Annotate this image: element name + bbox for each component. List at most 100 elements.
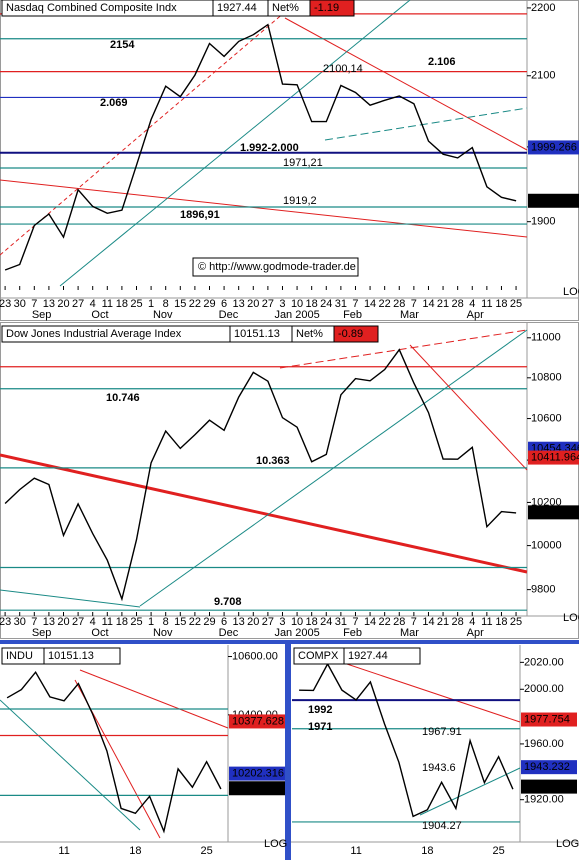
price-label: 1999.266 [531,141,577,153]
month-label: Feb [343,627,362,639]
x-tick-label: 1 [148,298,154,310]
x-tick-label: 27 [72,298,84,310]
month-label: Mar [400,627,419,639]
header-last: 10151.13 [48,650,94,662]
y-tick-label: 2200 [531,2,555,14]
price-label-box [521,760,577,775]
x-tick-label: 11 [350,845,361,857]
x-tick-label: 6 [221,298,227,310]
price-label: 10202.316 [232,768,284,780]
scale-label: LOG [556,838,579,850]
header-net-label: Net% [296,328,323,340]
header-net: -1.19 [314,2,339,14]
y-tick-label: 2100 [531,70,555,82]
x-tick-label: 11 [481,298,492,310]
price-label-box [528,193,579,208]
x-tick-label: 22 [189,616,201,628]
x-tick-label: 8 [163,298,169,310]
x-tick-label: 7 [352,298,358,310]
x-tick-label: 4 [90,616,96,628]
x-tick-label: 3 [279,616,285,628]
header-box [309,0,355,17]
header-box [343,647,421,665]
x-tick-label: 20 [247,298,259,310]
month-label: Mar [400,309,419,321]
x-tick-label: 25 [510,616,522,628]
x-tick-label: 23 [0,616,11,628]
price-label: 10153.65 [531,506,577,518]
price-label-box [521,779,577,794]
annotation: 1971,21 [283,157,323,169]
x-tick-label: 18 [495,616,507,628]
price-line [4,348,517,602]
x-tick-label: 30 [14,298,26,310]
price-label-box [229,766,285,781]
header-last: 10151.13 [234,328,280,340]
annotation: 9.708 [214,596,242,608]
header-box [43,647,121,665]
x-tick-label: 8 [163,616,169,628]
x-tick-label: 13 [233,298,245,310]
annotation: 10.746 [106,392,140,404]
x-tick-label: 15 [174,616,186,628]
x-tick-label: 29 [203,298,215,310]
price-label: 1927.44 [531,195,571,207]
price-label: 10377.628 [232,715,284,727]
trend-line [0,699,141,831]
y-tick-label: 2020.00 [524,656,564,668]
month-label: Dec [219,309,239,321]
trend-line [319,654,521,723]
price-label-box [229,714,285,729]
x-tick-label: 10 [291,298,303,310]
y-tick-label: 10600.00 [232,650,278,662]
trend-line [79,669,229,729]
annotation: 2.069 [100,97,128,109]
annotation: 1967.91 [422,726,462,738]
x-tick-label: 23 [0,298,11,310]
x-tick-label: 4 [90,298,96,310]
x-tick-label: 1 [148,616,154,628]
x-tick-label: 10 [291,616,303,628]
trend-line [284,17,528,151]
x-tick-label: 18 [495,298,507,310]
x-tick-label: 25 [130,298,142,310]
month-label: Jan 2005 [274,309,319,321]
watermark: © http://www.godmode-trader.de [198,261,356,273]
x-tick-label: 13 [233,616,245,628]
price-label: 1929.31 [524,781,564,793]
x-tick-label: 14 [364,298,376,310]
header-title: COMPX [298,650,339,662]
y-tick-label: 2000.00 [524,683,564,695]
y-tick-label: 1900 [531,216,555,228]
x-tick-label: 25 [493,845,505,857]
x-tick-label: 25 [201,845,213,857]
scale-label: LOG [264,838,287,850]
x-tick-label: 4 [469,616,475,628]
annotation: 1943.6 [422,762,456,774]
month-label: Apr [467,309,484,321]
header-title: INDU [6,650,33,662]
price-label-box [528,505,579,520]
x-tick-label: 4 [469,298,475,310]
x-tick-label: 30 [14,616,26,628]
month-label: Dec [219,627,239,639]
price-line [6,670,222,834]
x-tick-label: 13 [43,616,55,628]
header-net: -0.89 [338,328,363,340]
trend-line [0,179,528,238]
x-tick-label: 7 [31,616,37,628]
price-label: 10411.964 [531,451,579,463]
trend-line [279,329,528,369]
separator [285,640,291,860]
x-tick-label: 18 [116,298,128,310]
trend-line [324,107,528,141]
annotation: 1904.27 [422,820,462,832]
x-tick-label: 20 [57,298,69,310]
annotation: 10.363 [256,455,290,467]
scale-label: LOG [563,612,579,624]
x-tick-label: 18 [116,616,128,628]
header-last: 1927.44 [217,2,257,14]
x-tick-label: 13 [43,298,55,310]
trend-line [59,0,411,287]
